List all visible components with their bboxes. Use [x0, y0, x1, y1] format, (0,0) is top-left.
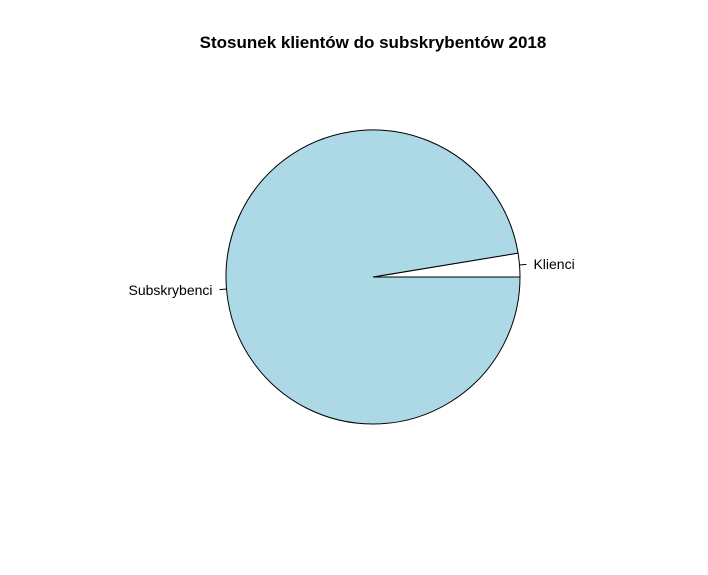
pie-labels: Klienci Subskrybenci	[128, 256, 574, 298]
pie-label-klienci: Klienci	[533, 256, 574, 272]
chart-title: Stosunek klientów do subskrybentów 2018	[200, 33, 547, 52]
pie-slices	[225, 129, 521, 425]
pie-label-subskrybenci: Subskrybenci	[128, 282, 212, 298]
label-tick-klienci	[519, 263, 527, 266]
pie-slice-subskrybenci	[225, 129, 521, 425]
label-tick-subskrybenci	[219, 288, 227, 291]
